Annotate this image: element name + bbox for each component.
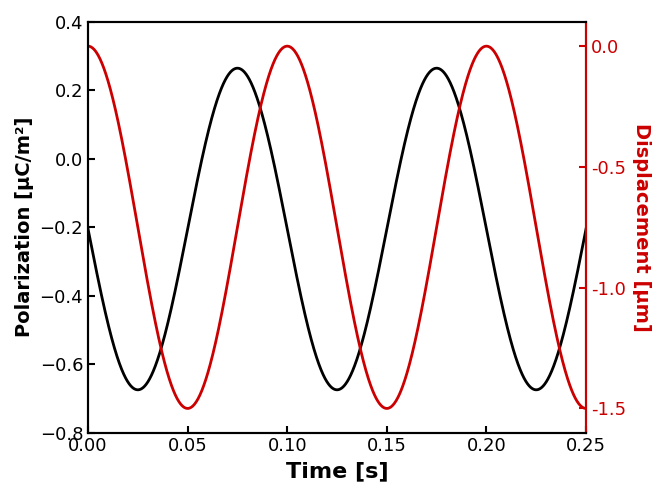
Y-axis label: Displacement [μm]: Displacement [μm] <box>632 123 651 332</box>
X-axis label: Time [s]: Time [s] <box>286 461 388 481</box>
Y-axis label: Polarization [μC/m²]: Polarization [μC/m²] <box>15 117 34 337</box>
